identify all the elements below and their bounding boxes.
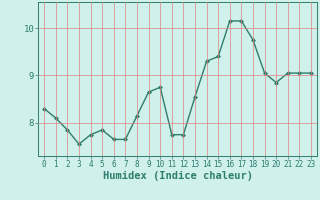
X-axis label: Humidex (Indice chaleur): Humidex (Indice chaleur)	[103, 171, 252, 181]
